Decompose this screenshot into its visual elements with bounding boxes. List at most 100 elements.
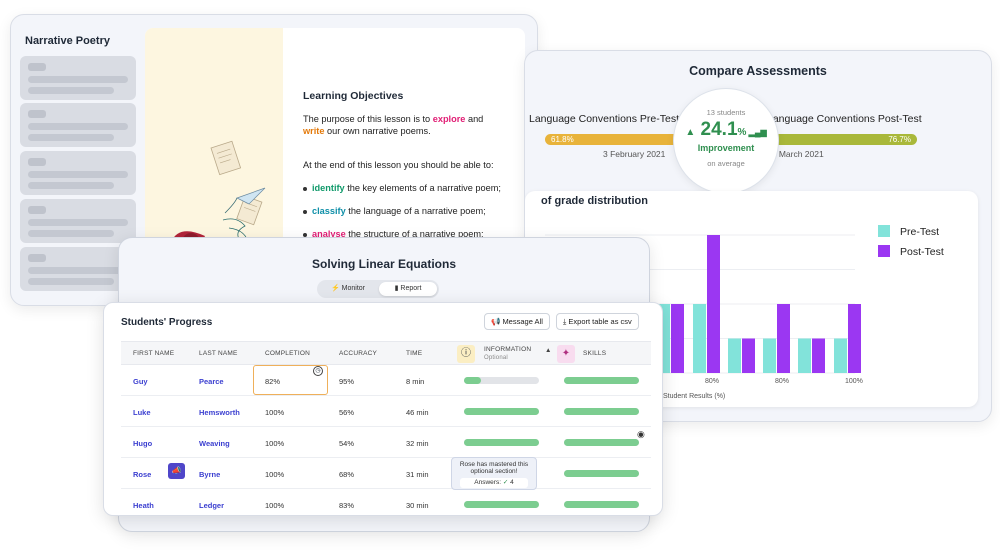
completion-cell: 100%: [265, 439, 285, 448]
pre-test-bar: [834, 338, 847, 373]
progress-title: Students' Progress: [121, 317, 213, 328]
information-progress-bar: [464, 408, 539, 415]
col-skills[interactable]: SKILLS: [583, 350, 607, 357]
first-name-cell[interactable]: Guy: [133, 377, 148, 386]
information-progress-bar: [464, 377, 539, 384]
x-tick-label: 80%: [775, 378, 789, 385]
post-test-bar: [671, 304, 684, 373]
clock-icon: ◷: [313, 366, 323, 376]
table-row[interactable]: Heath Ledger 100% 83% 30 min: [121, 489, 651, 515]
pre-test-bar: [728, 338, 741, 373]
information-progress-fill: [464, 439, 539, 446]
pre-test-bar: [763, 338, 776, 373]
skills-progress-bar: [564, 439, 639, 446]
lesson-nav-item[interactable]: [20, 199, 136, 243]
table-header: FIRST NAME LAST NAME COMPLETION ACCURACY…: [121, 341, 651, 365]
col-completion[interactable]: COMPLETION: [265, 350, 310, 357]
view-toggle: ⚡ Monitor ▮ Report: [317, 280, 439, 298]
table-row[interactable]: Luke Hemsworth 100% 56% 46 min: [121, 396, 651, 427]
objective-item: analyse the structure of a narrative poe…: [303, 229, 484, 239]
megaphone-badge-icon[interactable]: 📣: [168, 463, 185, 479]
skills-progress-fill: [564, 501, 639, 508]
first-name-cell[interactable]: Hugo: [133, 439, 153, 448]
tab-report[interactable]: ▮ Report: [379, 282, 437, 296]
lesson-title: Solving Linear Equations: [311, 257, 457, 271]
col-accuracy[interactable]: ACCURACY: [339, 350, 378, 357]
student-count: 13 students: [706, 108, 746, 117]
download-icon: ⤓: [563, 317, 567, 326]
pre-test-bar: 61.8%: [545, 134, 679, 145]
first-name-cell[interactable]: Rose: [133, 470, 152, 479]
post-test-label: Language Conventions Post-Test: [767, 113, 922, 125]
last-name-cell[interactable]: Pearce: [199, 377, 224, 386]
time-cell: 8 min: [406, 377, 425, 386]
last-name-cell[interactable]: Weaving: [199, 439, 230, 448]
improvement-sub: on average: [707, 159, 745, 168]
skills-progress-bar: [564, 408, 639, 415]
tab-monitor[interactable]: ⚡ Monitor: [330, 285, 365, 292]
legend-post-test: Post-Test: [878, 245, 944, 258]
last-name-cell[interactable]: Hemsworth: [199, 408, 240, 417]
skills-progress-fill: [564, 439, 639, 446]
information-progress-fill: [464, 377, 481, 384]
accuracy-cell: 83%: [339, 501, 355, 510]
first-name-cell[interactable]: Luke: [133, 408, 151, 417]
time-cell: 46 min: [406, 408, 429, 417]
chart-title: of grade distribution: [541, 195, 648, 207]
skills-progress-fill: [564, 377, 639, 384]
post-test-bar: [742, 338, 755, 373]
information-progress-fill: [464, 501, 539, 508]
completion-cell: 100%: [265, 501, 285, 510]
check-icon: ✓: [502, 479, 509, 486]
lesson-nav-item[interactable]: [20, 103, 136, 147]
sparkle-icon: ✦: [557, 345, 575, 363]
lesson-nav-item[interactable]: [20, 56, 136, 100]
pre-test-label: Language Conventions Pre-Test: [529, 113, 680, 125]
skills-progress-fill: [564, 470, 639, 477]
completion-highlight[interactable]: [253, 365, 328, 395]
skills-progress-bar: [564, 470, 639, 477]
students-progress-card: Students' Progress 📢 Message All ⤓ Expor…: [103, 302, 663, 516]
x-tick-label: 80%: [705, 378, 719, 385]
eye-icon[interactable]: ◉: [637, 429, 645, 439]
improvement-value: ▲ 24.1% ▂▄▆: [685, 119, 767, 140]
col-last-name[interactable]: LAST NAME: [199, 350, 238, 357]
lesson-nav-item[interactable]: [20, 247, 136, 291]
time-cell: 31 min: [406, 470, 429, 479]
lightning-icon: ⚡: [330, 285, 340, 292]
post-test-date: 25 March 2021: [767, 149, 824, 159]
information-progress-bar: [464, 501, 539, 508]
post-test-bar: [777, 304, 790, 373]
objective-item: classify the language of a narrative poe…: [303, 206, 486, 216]
lesson-end-text: At the end of this lesson you should be …: [303, 160, 494, 170]
col-information-optional: Optional: [484, 355, 508, 361]
last-name-cell[interactable]: Ledger: [199, 501, 225, 510]
last-name-cell[interactable]: Byrne: [199, 470, 221, 479]
col-time[interactable]: TIME: [406, 350, 423, 357]
accuracy-cell: 56%: [339, 408, 355, 417]
message-all-button[interactable]: 📢 Message All: [484, 313, 550, 330]
table-row[interactable]: Guy Pearce 82% 95% 8 min: [121, 365, 651, 396]
export-csv-button[interactable]: ⤓ Export table as csv: [556, 313, 639, 330]
objective-item: identify the key elements of a narrative…: [303, 183, 501, 193]
table-row[interactable]: Rose Byrne 100% 68% 31 min: [121, 458, 651, 489]
accuracy-cell: 95%: [339, 377, 355, 386]
pre-test-bar: [693, 304, 706, 373]
col-first-name[interactable]: FIRST NAME: [133, 350, 175, 357]
skills-progress-bar: [564, 377, 639, 384]
post-test-bar: [812, 338, 825, 373]
lesson-nav-item[interactable]: [20, 151, 136, 195]
first-name-cell[interactable]: Heath: [133, 501, 154, 510]
pre-test-date: 3 February 2021: [603, 149, 666, 159]
answers-count: Answers: ✓ 4: [460, 478, 528, 488]
skills-progress-bar: [564, 501, 639, 508]
compare-assessments-card: Compare Assessments Language Conventions…: [524, 50, 992, 422]
improvement-badge: 13 students ▲ 24.1% ▂▄▆ Improvement on a…: [673, 88, 779, 194]
trend-chart-icon: ▂▄▆: [746, 128, 767, 137]
time-cell: 30 min: [406, 501, 429, 510]
table-row[interactable]: Hugo Weaving 100% 54% 32 min: [121, 427, 651, 458]
col-information[interactable]: INFORMATION: [484, 346, 532, 353]
learning-objectives-heading: Learning Objectives: [303, 90, 404, 102]
improvement-label: Improvement: [697, 143, 755, 153]
sort-asc-icon[interactable]: ▲: [545, 347, 552, 354]
